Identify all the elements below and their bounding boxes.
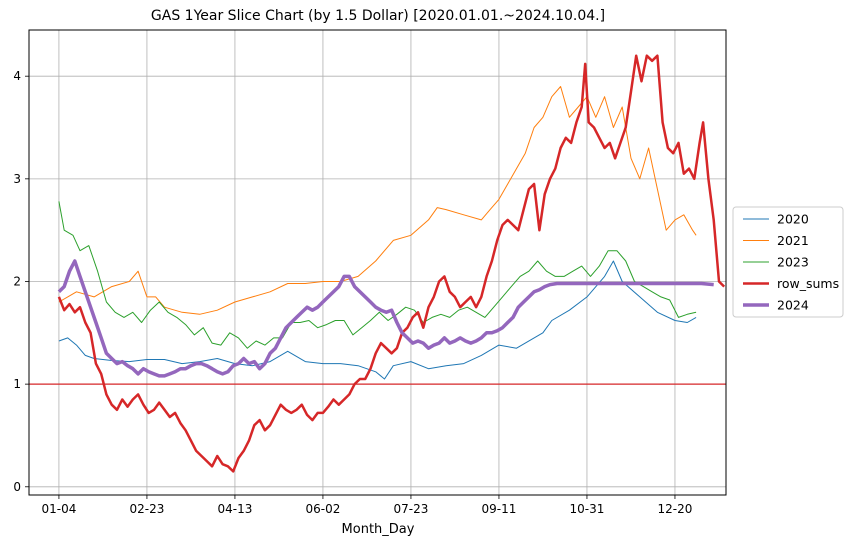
x-tick-label: 02-23 (129, 502, 164, 516)
x-axis-ticks: 01-04 02-23 04-13 06-02 07-23 09-11 10-31 12-20 (41, 495, 692, 516)
legend-label: 2024 (777, 298, 809, 313)
legend-label: 2023 (777, 255, 809, 270)
y-tick-label: 0 (13, 480, 21, 494)
x-tick-label: 06-02 (305, 502, 340, 516)
y-tick-label: 2 (13, 274, 21, 288)
legend-frame (732, 206, 844, 318)
y-axis-ticks: 0 1 2 3 4 (13, 69, 29, 494)
series-line-2020 (58, 260, 697, 380)
x-tick-label: 07-23 (394, 502, 429, 516)
legend-label: 2021 (777, 233, 809, 248)
x-axis-label: Month_Day (342, 522, 415, 537)
series-line-row-sums (57, 54, 726, 473)
series-line-2021 (58, 86, 697, 315)
grid (29, 30, 726, 495)
y-tick-label: 1 (13, 377, 21, 391)
y-tick-label: 3 (13, 172, 21, 186)
x-tick-label: 10-31 (570, 502, 605, 516)
y-tick-label: 4 (13, 69, 21, 83)
legend: 2020 2021 2023 row_sums 2024 (732, 206, 844, 318)
series-line-2024 (57, 259, 714, 378)
x-tick-label: 12-20 (658, 502, 693, 516)
x-tick-label: 04-13 (217, 502, 252, 516)
x-tick-label: 09-11 (482, 502, 517, 516)
series-line-2023 (58, 201, 697, 349)
series-group (57, 54, 726, 473)
legend-entries: 2020 2021 2023 row_sums 2024 (743, 212, 839, 313)
legend-label: row_sums (777, 276, 839, 291)
x-tick-label: 01-04 (41, 502, 76, 516)
plot-area-frame (28, 29, 727, 496)
legend-label: 2020 (777, 212, 809, 227)
chart-title: GAS 1Year Slice Chart (by 1.5 Dollar) [2… (151, 8, 605, 24)
